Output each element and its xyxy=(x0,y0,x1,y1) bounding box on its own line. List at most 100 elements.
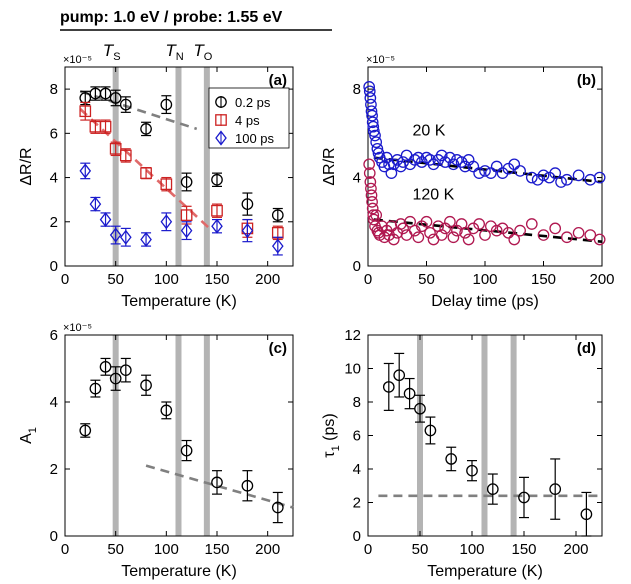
data-point xyxy=(363,85,376,98)
x-axis-label: Temperature (K) xyxy=(121,563,237,580)
data-point xyxy=(484,167,497,179)
data-point xyxy=(555,176,567,188)
y-tick-label: 2 xyxy=(353,495,361,512)
data-point xyxy=(366,109,378,122)
y-tick-label: 4 xyxy=(353,461,361,478)
data-point xyxy=(140,231,152,248)
data-point xyxy=(447,231,460,244)
data-point xyxy=(537,169,550,182)
data-point xyxy=(424,424,437,437)
data-point xyxy=(160,98,173,111)
data-point xyxy=(435,149,448,162)
x-tick-label: 150 xyxy=(204,271,229,288)
data-point xyxy=(459,160,471,173)
data-point xyxy=(445,453,458,465)
y-tick-label: 4 xyxy=(50,394,58,411)
data-point xyxy=(140,123,152,135)
y-tick-label: 2 xyxy=(50,461,58,478)
data-point xyxy=(99,120,112,133)
x-tick-label: 100 xyxy=(154,271,179,288)
data-point xyxy=(370,136,383,149)
data-point xyxy=(160,214,173,230)
y-axis-label: τ1 (ps) xyxy=(321,413,342,457)
data-point xyxy=(502,162,515,175)
legend-box xyxy=(208,87,290,149)
y-tick-label: 4 xyxy=(353,170,361,187)
legend-marker xyxy=(215,114,227,126)
x-tick-label: 200 xyxy=(255,271,280,288)
temperature-marker-bar xyxy=(481,335,488,536)
x-axis-label: Delay time (ps) xyxy=(431,293,539,310)
legend-marker xyxy=(215,130,227,146)
data-point xyxy=(109,227,122,243)
data-point xyxy=(561,231,573,244)
series-label-120K: 120 K xyxy=(412,187,454,204)
temperature-marker-label: TN xyxy=(165,41,183,63)
data-point xyxy=(364,92,377,104)
data-point xyxy=(364,176,377,188)
data-point xyxy=(119,229,132,245)
x-tick-label: 0 xyxy=(364,541,372,558)
y-axis-label-subscript: 1 xyxy=(27,427,39,433)
y-tick-label: 8 xyxy=(353,394,361,411)
data-point xyxy=(119,98,132,111)
data-point xyxy=(537,229,550,241)
x-tick-label: 150 xyxy=(531,271,556,288)
data-point xyxy=(160,178,173,191)
data-point xyxy=(414,402,426,415)
data-point xyxy=(508,158,521,171)
data-point xyxy=(496,167,509,179)
data-point xyxy=(435,229,448,241)
data-point xyxy=(211,476,223,489)
data-point xyxy=(397,222,409,235)
data-point xyxy=(387,233,400,246)
legend: 0.2 ps 4 ps 100 ps xyxy=(208,87,290,149)
data-point xyxy=(382,381,395,393)
data-point xyxy=(444,215,456,228)
temperature-marker-bar xyxy=(175,335,182,536)
data-point xyxy=(363,81,376,93)
data-point xyxy=(502,226,515,239)
series-0.2-ps xyxy=(79,86,284,223)
plot-frame xyxy=(64,334,294,537)
data-point xyxy=(490,160,503,173)
data-point xyxy=(549,483,562,495)
y-tick-label: 8 xyxy=(353,81,361,98)
data-point xyxy=(180,444,193,457)
y-scale-note: ×10⁻⁵ xyxy=(63,54,92,66)
legend-marker xyxy=(215,96,227,108)
plot-frame xyxy=(64,66,294,267)
data-point xyxy=(484,220,497,233)
data-point xyxy=(424,226,436,239)
data-point xyxy=(543,171,556,184)
x-tick-label: 0 xyxy=(61,541,69,558)
data-point xyxy=(366,196,378,208)
data-point xyxy=(99,212,112,228)
plot-frame xyxy=(367,66,603,267)
x-tick-label: 100 xyxy=(472,271,497,288)
y-tick-label: 6 xyxy=(353,428,361,445)
data-point xyxy=(211,218,223,234)
x-tick-label: 150 xyxy=(511,541,536,558)
temperature-marker-subscript: O xyxy=(204,51,213,63)
temperature-marker-bar xyxy=(417,335,423,536)
x-tick-label: 50 xyxy=(412,541,429,558)
data-point xyxy=(180,223,193,239)
panel-label: (d) xyxy=(577,340,596,357)
data-point xyxy=(514,224,526,237)
data-point xyxy=(397,156,409,168)
data-point xyxy=(572,169,585,182)
data-point xyxy=(363,158,376,171)
x-tick-label: 0 xyxy=(364,271,372,288)
panel-label: (c) xyxy=(269,340,287,357)
data-point xyxy=(404,215,416,228)
y-axis-label-subscript: 1 xyxy=(330,445,342,451)
data-point xyxy=(99,87,112,100)
data-point xyxy=(367,125,380,137)
x-tick-label: 200 xyxy=(255,541,280,558)
data-point xyxy=(580,508,593,521)
y-scale-note: ×10⁻⁵ xyxy=(366,54,395,66)
legend-label: 100 ps xyxy=(235,131,275,146)
data-point xyxy=(365,182,377,195)
series-100-ps xyxy=(79,162,284,256)
